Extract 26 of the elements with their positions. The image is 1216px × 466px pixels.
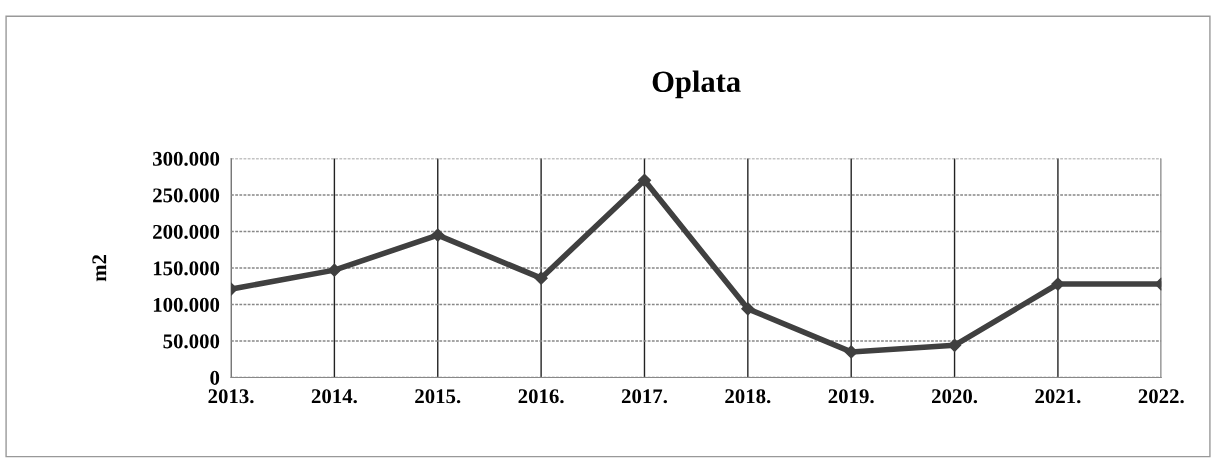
y-tick-label: 50.000 <box>163 334 220 349</box>
x-tick-label: 2020. <box>932 389 978 404</box>
point <box>741 302 755 316</box>
x-tick-label: 2015. <box>415 389 461 404</box>
y-tick-label: 200.000 <box>153 224 220 239</box>
y-tick-label: 300.000 <box>153 151 220 166</box>
x-tick-label: 2022. <box>1138 389 1184 404</box>
point <box>844 345 858 359</box>
point <box>637 173 652 187</box>
x-tick-label: 2016. <box>518 389 564 404</box>
point <box>534 271 548 285</box>
x-tick-label: 2018. <box>725 389 771 404</box>
point <box>327 263 341 277</box>
x-tick-label: 2017. <box>621 389 667 404</box>
point <box>1051 277 1065 291</box>
x-tick-label: 2013. <box>208 389 254 404</box>
y-tick-label: 0 <box>210 370 220 385</box>
x-tick-label: 2019. <box>828 389 874 404</box>
chart-title: Oplata <box>652 70 741 99</box>
x-tick-label: 2014. <box>311 389 357 404</box>
y-tick-label: 250.000 <box>153 188 220 203</box>
point <box>431 228 445 242</box>
y-tick-label: 150.000 <box>153 261 220 276</box>
x-tick-label: 2021. <box>1035 389 1081 404</box>
y-tick-label: 100.000 <box>153 297 220 312</box>
y-axis-title: m2 <box>92 254 107 282</box>
